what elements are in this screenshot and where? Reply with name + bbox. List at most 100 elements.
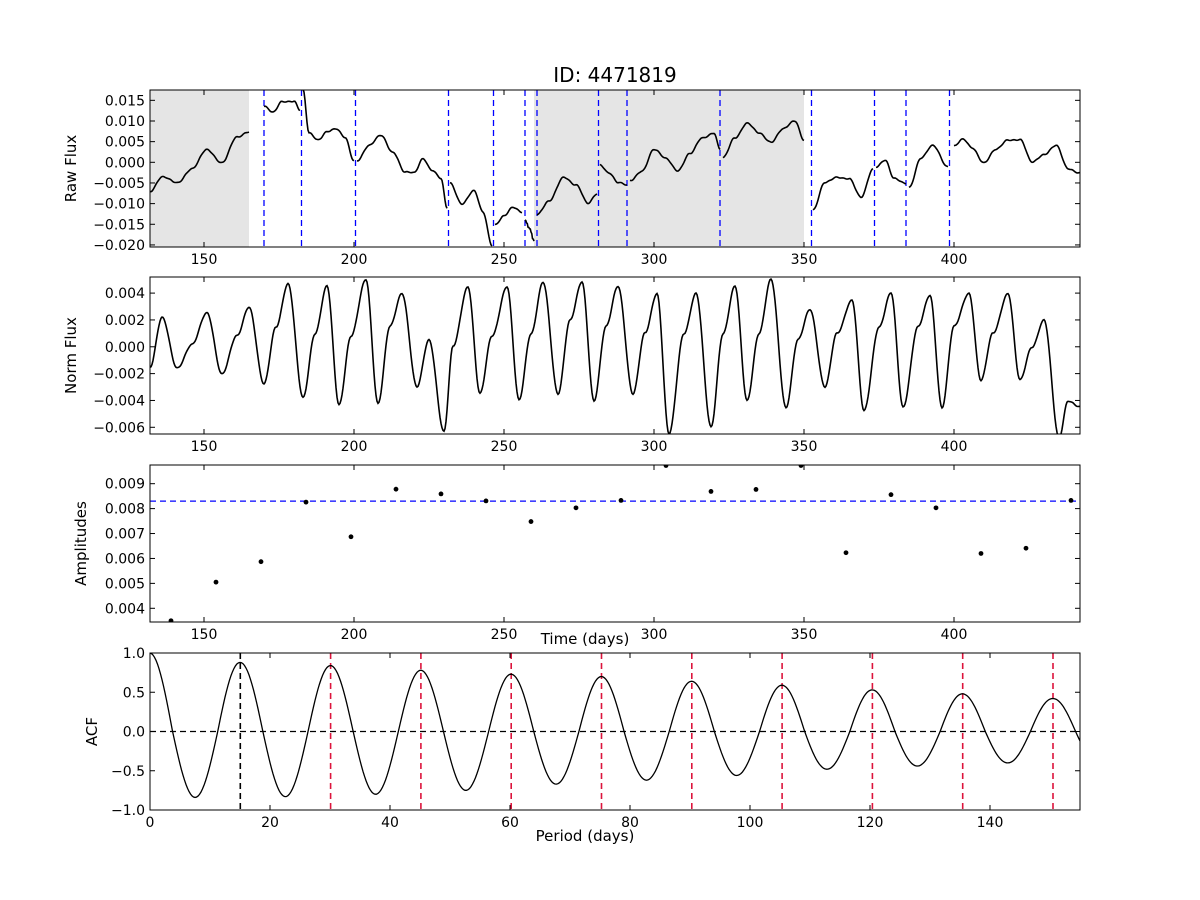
y-tick-label: 0.007 xyxy=(105,527,145,543)
amp-y-axis-title: Amplitudes xyxy=(72,501,90,586)
amp-x-axis-title: Time (days) xyxy=(540,630,630,648)
acf-curve xyxy=(150,653,1080,799)
x-tick-label: 350 xyxy=(791,252,818,268)
amplitude-point xyxy=(168,618,174,622)
x-tick-label: 100 xyxy=(737,815,764,831)
raw-series-line xyxy=(722,120,805,159)
y-tick-label: 0.002 xyxy=(105,313,145,329)
x-tick-label: 400 xyxy=(941,627,968,643)
x-tick-label: 250 xyxy=(491,252,518,268)
y-tick-label: 0.005 xyxy=(105,576,145,592)
y-tick-label: −0.020 xyxy=(93,238,145,254)
raw-series-line xyxy=(536,176,598,216)
amplitude-point xyxy=(843,550,849,556)
amplitude-point xyxy=(438,491,444,497)
raw-axes-frame xyxy=(149,89,1081,248)
norm-y-axis-title: Norm Flux xyxy=(62,317,80,394)
acf-plot-area xyxy=(150,653,1080,810)
raw-series-line xyxy=(599,163,628,186)
raw-series-line xyxy=(150,131,250,193)
amplitude-point xyxy=(978,551,984,556)
raw-series-line xyxy=(953,137,1080,174)
x-tick-label: 150 xyxy=(191,252,218,268)
amplitude-point xyxy=(798,465,804,468)
x-tick-label: 0 xyxy=(146,815,155,831)
shaded-region xyxy=(534,90,804,247)
x-tick-label: 200 xyxy=(341,439,368,455)
y-tick-label: 0.008 xyxy=(105,502,145,518)
figure-title: ID: 4471819 xyxy=(553,63,676,87)
amplitude-point xyxy=(888,492,894,498)
x-tick-label: 150 xyxy=(191,439,218,455)
x-tick-label: 60 xyxy=(501,815,519,831)
y-tick-label: 0.006 xyxy=(105,551,145,567)
amp-axes-frame xyxy=(149,464,1081,623)
raw-plot-area xyxy=(150,90,1080,247)
norm-plot-area xyxy=(150,277,1080,434)
amplitude-point xyxy=(528,519,534,524)
x-tick-label: 80 xyxy=(621,815,639,831)
x-tick-label: 400 xyxy=(941,439,968,455)
raw-series-line xyxy=(629,132,721,182)
x-tick-label: 20 xyxy=(261,815,279,831)
x-tick-label: 400 xyxy=(941,252,968,268)
amplitude-point xyxy=(753,487,759,492)
y-tick-label: 1.0 xyxy=(123,646,145,662)
acf-y-axis-title: ACF xyxy=(83,717,101,746)
amplitude-point xyxy=(933,505,939,511)
y-tick-label: 0.015 xyxy=(105,93,145,109)
norm-axes-frame xyxy=(149,276,1081,435)
raw-series-line xyxy=(908,144,949,188)
y-tick-label: 0.004 xyxy=(105,286,145,302)
x-tick-label: 200 xyxy=(341,252,368,268)
amplitude-point xyxy=(618,497,624,503)
acf-panel: 0 20 40 60 80 100 120 140 −1.0 −0.5 0.0 0.5 1.0 ACF Pe… xyxy=(83,646,1081,845)
x-tick-label: 140 xyxy=(977,815,1004,831)
y-tick-label: 0.010 xyxy=(105,114,145,130)
raw-series-line xyxy=(356,134,448,209)
raw-series-line xyxy=(524,219,535,242)
x-tick-label: 350 xyxy=(791,439,818,455)
x-tick-label: 250 xyxy=(491,627,518,643)
amp-plot-area xyxy=(150,465,1080,622)
amplitude-point xyxy=(348,534,354,540)
raw-series-line xyxy=(875,159,907,185)
raw-series-line xyxy=(302,90,355,162)
amplitude-point xyxy=(213,579,219,585)
raw-series-line xyxy=(449,181,493,247)
y-tick-label: −0.004 xyxy=(93,393,145,409)
raw-series-line xyxy=(812,168,874,211)
amplitude-point xyxy=(258,559,264,565)
amplitude-point xyxy=(708,489,714,494)
y-tick-label: −0.015 xyxy=(93,217,145,233)
norm-series-line xyxy=(150,277,1080,434)
x-tick-label: 150 xyxy=(191,627,218,643)
y-tick-label: 0.000 xyxy=(105,155,145,171)
y-tick-label: −1.0 xyxy=(111,803,145,819)
y-tick-label: 0.000 xyxy=(105,340,145,356)
amplitude-point xyxy=(663,465,669,468)
x-tick-label: 300 xyxy=(641,252,668,268)
y-tick-label: −0.010 xyxy=(93,197,145,213)
y-tick-label: −0.5 xyxy=(111,764,145,780)
norm-flux-panel: 150 200 250 300 350 400 −0.006 −0.004 −0.002 0.00… xyxy=(62,276,1081,455)
amplitudes-panel: 150 200 250 300 350 400 0.004 0.005 0.006 0.007 0.… xyxy=(72,464,1081,648)
amplitude-point xyxy=(483,498,489,504)
raw-series-line xyxy=(494,206,523,226)
y-tick-label: −0.006 xyxy=(93,420,145,436)
amplitude-point xyxy=(303,499,309,505)
raw-series-line xyxy=(263,100,301,113)
acf-x-axis-title: Period (days) xyxy=(536,827,635,845)
y-tick-label: 0.009 xyxy=(105,477,145,493)
x-tick-label: 120 xyxy=(857,815,884,831)
amplitude-point xyxy=(393,486,399,492)
shaded-region xyxy=(150,90,249,247)
raw-flux-panel: 150 200 250 300 350 400 −0.020 −0.015 −0.010 −0.0… xyxy=(62,89,1081,268)
x-tick-label: 300 xyxy=(641,439,668,455)
x-tick-label: 300 xyxy=(641,627,668,643)
amplitude-point xyxy=(1068,497,1074,503)
y-tick-label: 0.0 xyxy=(123,725,145,741)
y-tick-label: −0.005 xyxy=(93,176,145,192)
y-tick-label: 0.5 xyxy=(123,685,145,701)
